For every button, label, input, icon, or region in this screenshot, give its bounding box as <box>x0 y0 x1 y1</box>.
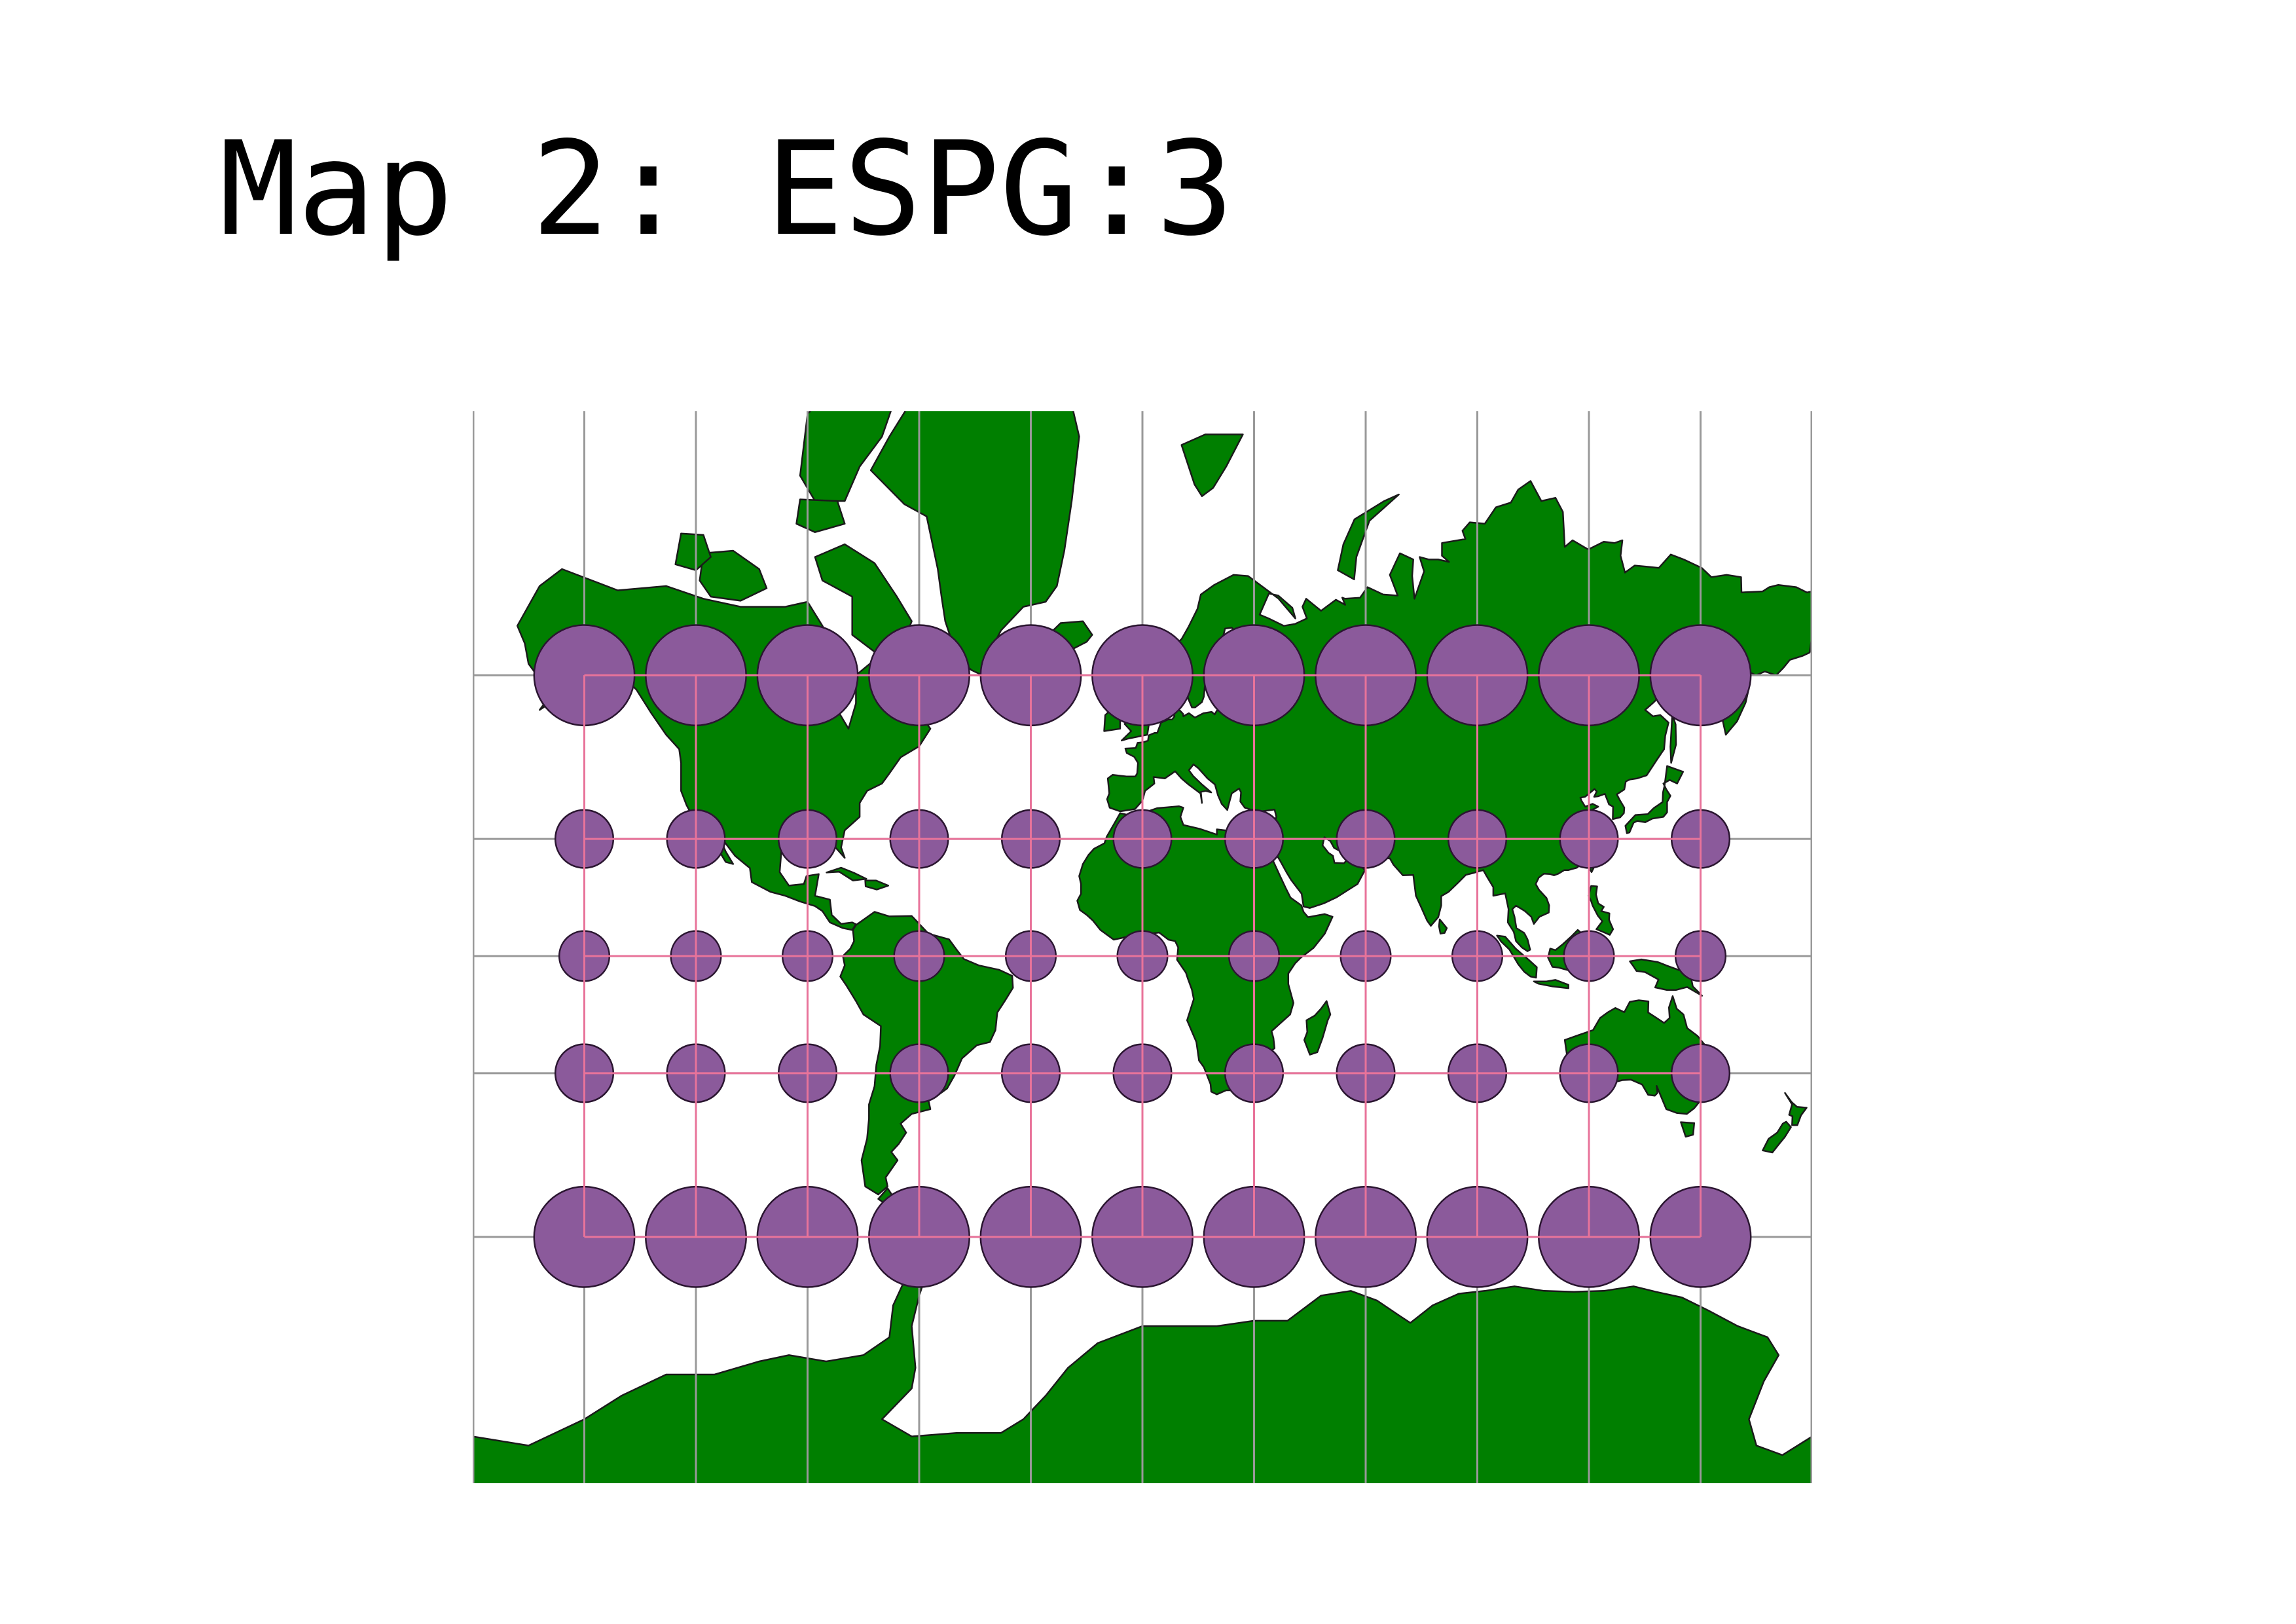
land-java <box>1533 979 1569 989</box>
land-philippines <box>1588 885 1614 936</box>
land-new-zealand-north <box>1784 1092 1808 1126</box>
land-novaya-zemlya <box>1337 493 1400 581</box>
map-title: Map 2: ESPG:3 <box>219 113 1234 265</box>
land-eurasia <box>1076 480 1812 1096</box>
land-new-zealand-south <box>1762 1120 1792 1154</box>
land-sakhalin <box>1669 713 1677 764</box>
land-tasmania <box>1680 1121 1696 1138</box>
land-new-guinea <box>1629 958 1704 997</box>
land-sri-lanka <box>1438 918 1448 935</box>
land-victoria-island <box>699 549 768 602</box>
land-japan <box>1624 765 1685 834</box>
land-arabia-madagascar-placeholder <box>1303 1000 1332 1056</box>
land-cuba <box>826 866 867 881</box>
land-banks-island <box>674 532 712 572</box>
land-greenland <box>869 411 1080 676</box>
land-svalbard <box>1180 434 1244 497</box>
land-hispaniola <box>864 879 890 891</box>
tissot-grid-layer <box>583 674 1702 1238</box>
land-devon-island <box>795 498 846 533</box>
land-ellesmere-island <box>799 411 892 502</box>
